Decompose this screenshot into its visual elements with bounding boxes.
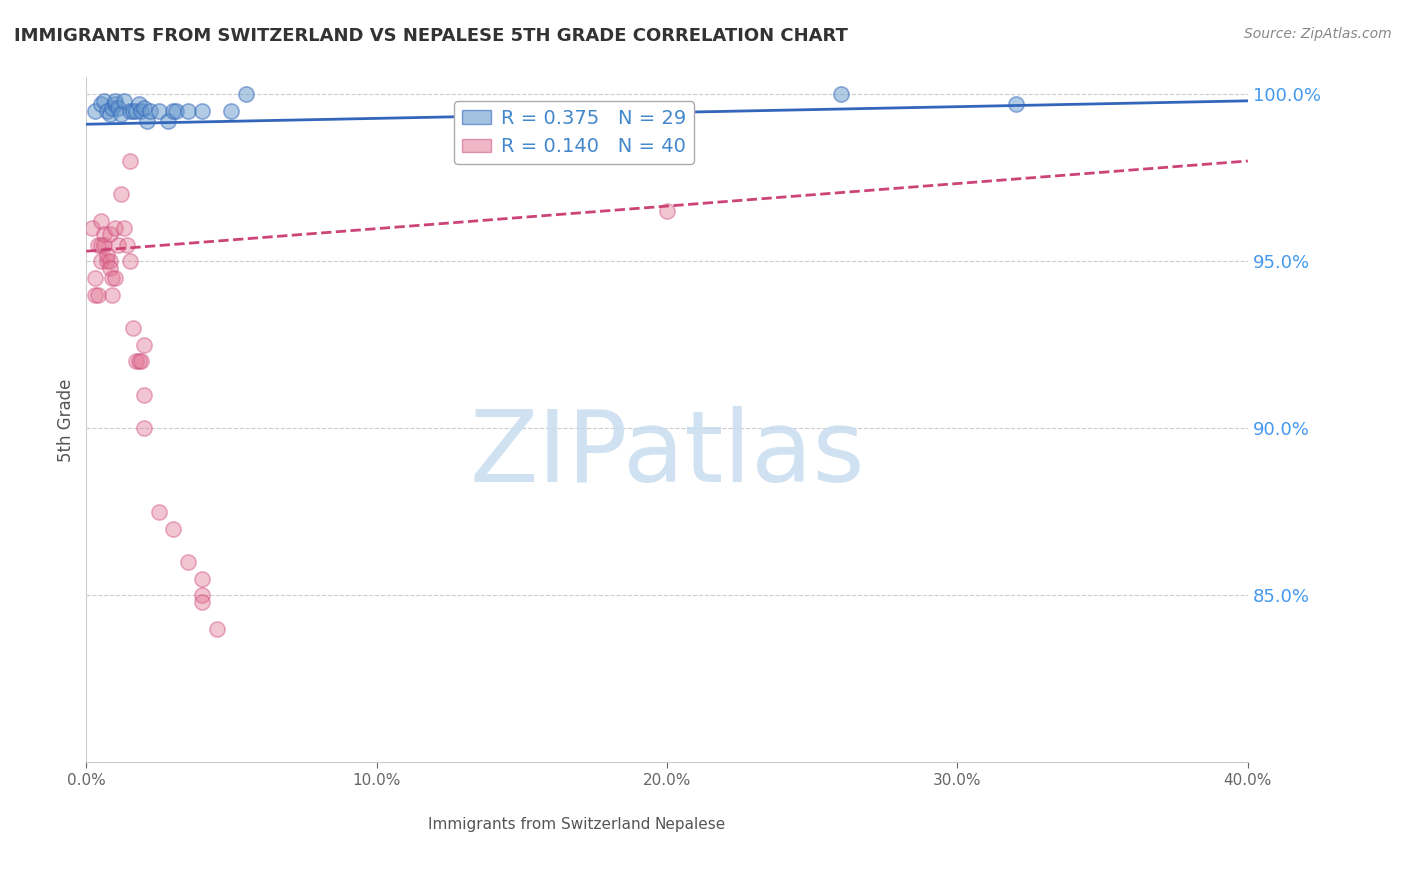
Point xyxy=(93,94,115,108)
Point xyxy=(87,237,110,252)
Point xyxy=(84,271,107,285)
FancyBboxPatch shape xyxy=(470,811,516,828)
Point xyxy=(93,227,115,242)
Point xyxy=(139,103,162,118)
Point xyxy=(221,103,243,118)
Text: Immigrants from Switzerland: Immigrants from Switzerland xyxy=(427,817,651,832)
Point xyxy=(112,94,135,108)
Point xyxy=(124,103,146,118)
Point xyxy=(98,254,121,268)
Point xyxy=(118,153,141,168)
Point xyxy=(96,103,118,118)
Point xyxy=(128,354,150,368)
Point xyxy=(830,87,852,102)
Point xyxy=(118,254,141,268)
Point xyxy=(101,271,124,285)
Point xyxy=(191,588,214,602)
FancyBboxPatch shape xyxy=(644,811,690,828)
Point xyxy=(90,97,112,112)
Point xyxy=(93,237,115,252)
Text: IMMIGRANTS FROM SWITZERLAND VS NEPALESE 5TH GRADE CORRELATION CHART: IMMIGRANTS FROM SWITZERLAND VS NEPALESE … xyxy=(14,27,848,45)
Point xyxy=(104,271,127,285)
Point xyxy=(134,338,156,352)
Point xyxy=(162,103,184,118)
Point xyxy=(131,354,153,368)
Point xyxy=(177,103,200,118)
Point xyxy=(87,287,110,301)
Point xyxy=(96,247,118,261)
Y-axis label: 5th Grade: 5th Grade xyxy=(58,378,75,462)
Point xyxy=(82,220,104,235)
Legend: R = 0.375   N = 29, R = 0.140   N = 40: R = 0.375 N = 29, R = 0.140 N = 40 xyxy=(454,101,695,164)
Point xyxy=(148,103,170,118)
Point xyxy=(205,622,228,636)
Point xyxy=(96,254,118,268)
Point xyxy=(107,237,129,252)
Point xyxy=(101,101,124,115)
Point xyxy=(655,204,678,219)
Point xyxy=(134,101,156,115)
Point xyxy=(110,107,132,121)
Point xyxy=(134,388,156,402)
Point xyxy=(90,237,112,252)
Point xyxy=(98,107,121,121)
Point xyxy=(115,237,138,252)
Point xyxy=(156,114,179,128)
Point xyxy=(84,103,107,118)
Point xyxy=(107,101,129,115)
Point xyxy=(124,354,146,368)
Point xyxy=(118,103,141,118)
Point xyxy=(165,103,187,118)
Point xyxy=(98,260,121,275)
Point xyxy=(177,555,200,569)
Point xyxy=(121,321,143,335)
Point xyxy=(98,227,121,242)
Point xyxy=(104,94,127,108)
Point xyxy=(104,220,127,235)
Point xyxy=(191,595,214,609)
Text: Source: ZipAtlas.com: Source: ZipAtlas.com xyxy=(1244,27,1392,41)
Point xyxy=(134,421,156,435)
Point xyxy=(112,220,135,235)
Point xyxy=(1004,97,1026,112)
Point xyxy=(136,114,159,128)
Point xyxy=(148,505,170,519)
Point xyxy=(191,103,214,118)
Point xyxy=(191,572,214,586)
Point xyxy=(90,214,112,228)
Text: Nepalese: Nepalese xyxy=(655,817,725,832)
Point xyxy=(90,254,112,268)
Point xyxy=(131,103,153,118)
Point xyxy=(110,187,132,202)
Point xyxy=(101,287,124,301)
Point xyxy=(84,287,107,301)
Point xyxy=(128,97,150,112)
Point xyxy=(235,87,257,102)
Point xyxy=(104,97,127,112)
Point xyxy=(121,103,143,118)
Text: ZIPatlas: ZIPatlas xyxy=(470,406,865,503)
Point xyxy=(162,522,184,536)
